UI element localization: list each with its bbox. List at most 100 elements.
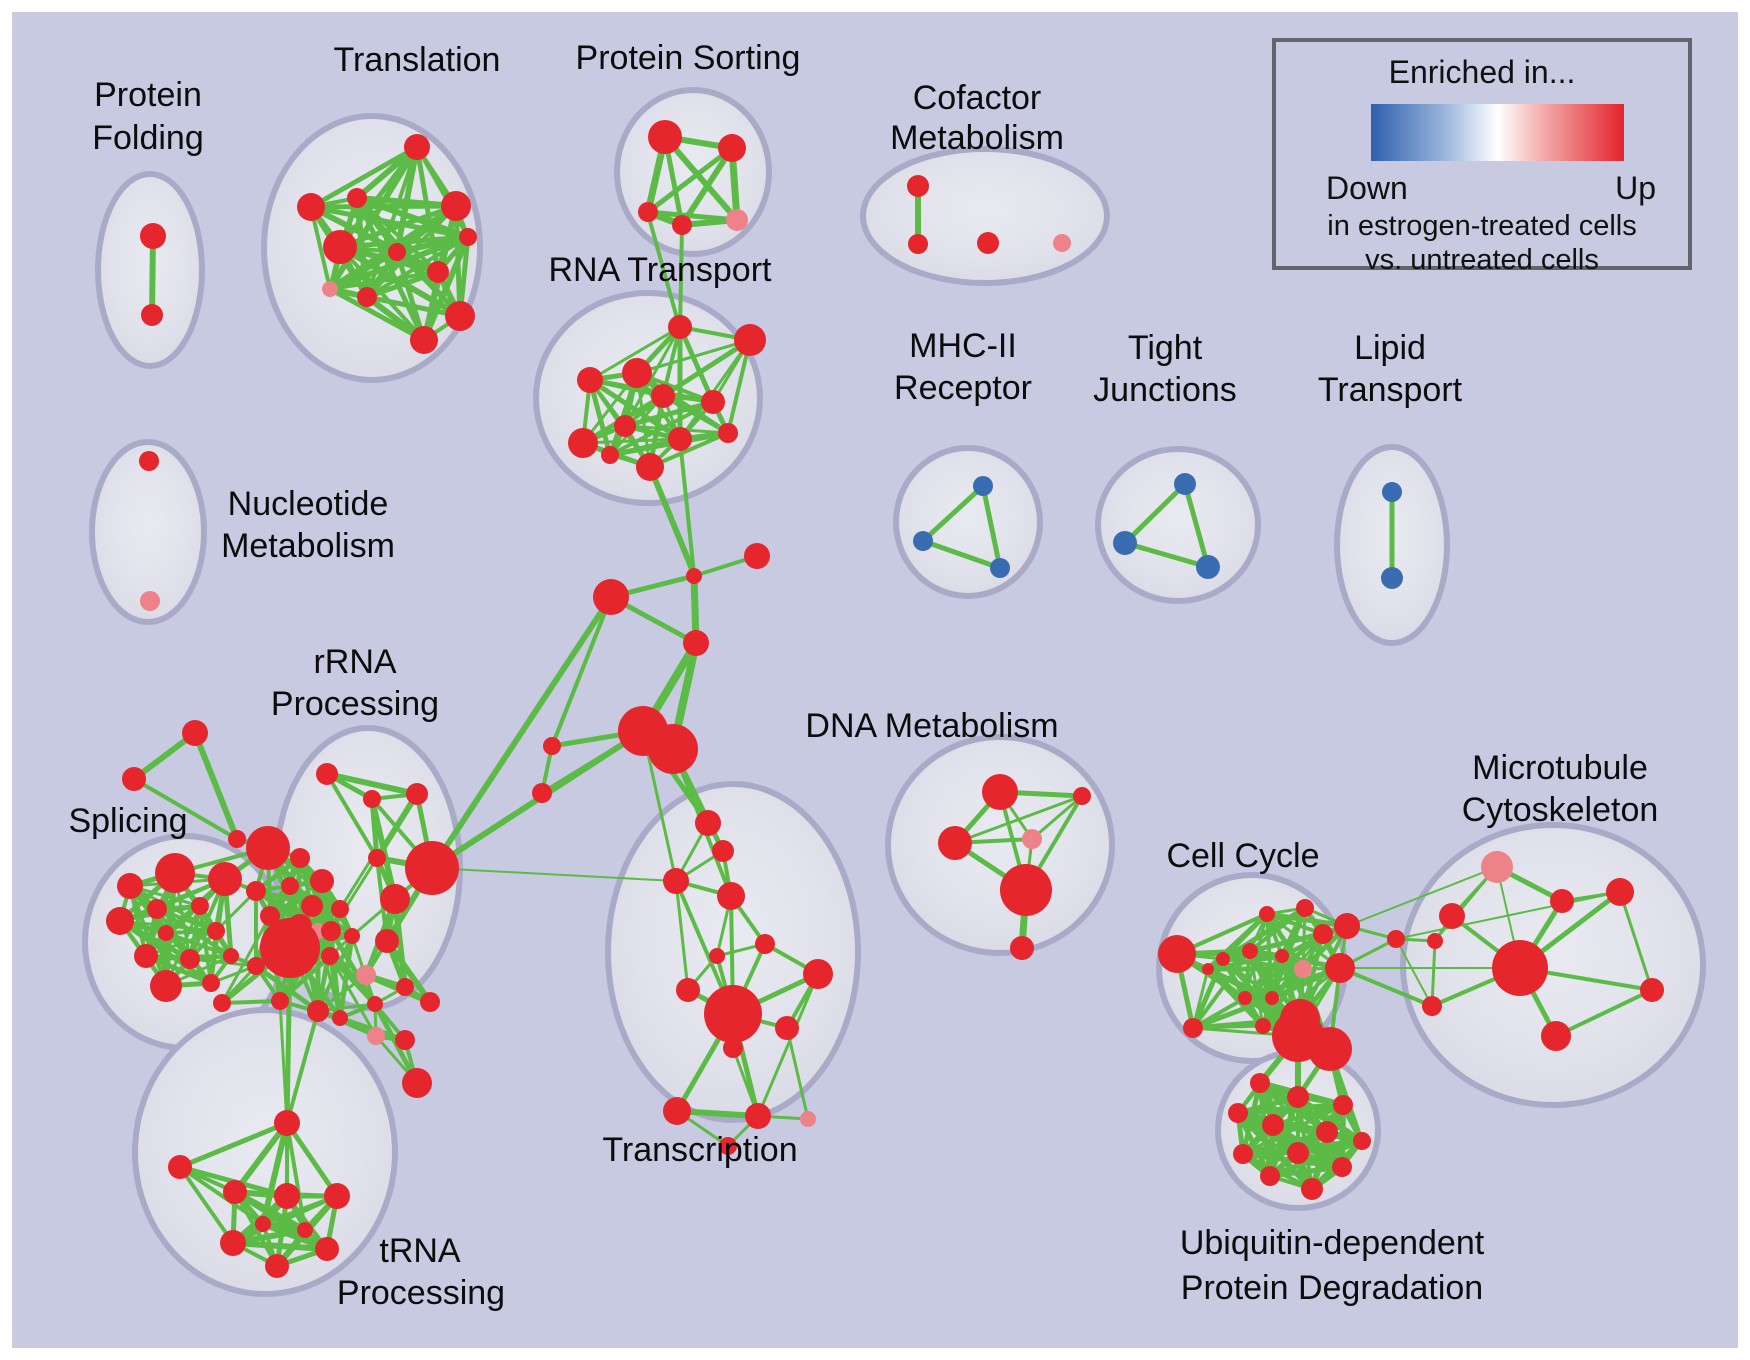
- network-edge: [364, 294, 463, 319]
- network-node-transcription-8: [704, 985, 762, 1043]
- network-edge: [785, 1026, 810, 1121]
- network-node-splicing-7: [207, 922, 225, 940]
- cluster-label-cell-cycle-line0: Cell Cycle: [1166, 837, 1319, 875]
- cluster-label-splicing-line0: Splicing: [68, 802, 187, 840]
- network-edge: [662, 134, 740, 223]
- network-node-microtubule-cytoskeleton-2: [1439, 903, 1465, 929]
- network-node-cell-cycle-7: [1294, 960, 1312, 978]
- network-node-trna-processing-0: [274, 1110, 300, 1136]
- inter-cluster-edge: [678, 225, 684, 331]
- network-node-rna-transport-10: [636, 453, 664, 481]
- network-node-translation-9: [357, 287, 377, 307]
- network-node-cell-cycle-4: [1334, 913, 1360, 939]
- network-node-trna-processing-1: [168, 1155, 192, 1179]
- network-node-ubiquitin-degradation-1: [1287, 1086, 1309, 1108]
- network-edge: [1430, 939, 1437, 1008]
- network-node-rrna-processing-0: [316, 763, 338, 785]
- network-node-rrna-processing-1: [363, 790, 381, 808]
- network-node-splicing-12: [202, 974, 220, 992]
- network-edge: [661, 394, 730, 435]
- network-node-translation-0: [404, 134, 430, 160]
- network-node-splicing-11: [150, 970, 182, 1002]
- network-node-translation-6: [459, 228, 477, 246]
- network-node-connector-chain-5: [648, 724, 698, 774]
- network-node-ubiquitin-degradation-9: [1332, 1157, 1352, 1177]
- network-edge: [337, 933, 355, 1021]
- cluster-label-tight-junctions-line1: Junctions: [1093, 371, 1237, 409]
- network-node-transcription-0: [695, 810, 721, 836]
- cluster-label-protein-folding-line1: Folding: [92, 119, 204, 157]
- network-node-trna-processing-4: [324, 1183, 350, 1209]
- network-node-ubiquitin-degradation-0: [1250, 1073, 1270, 1093]
- cluster-ellipse-nucleotide-metabolism: [89, 439, 207, 625]
- network-edge: [1122, 481, 1188, 546]
- network-edge: [178, 1165, 235, 1245]
- network-edge: [581, 437, 682, 445]
- network-node-transcription-3: [717, 882, 745, 910]
- network-edge: [1205, 966, 1266, 1029]
- network-edge: [674, 879, 690, 992]
- network-node-translation-1: [297, 193, 325, 221]
- network-edge: [1030, 794, 1084, 841]
- network-node-nucleotide-metabolism-0: [139, 451, 159, 471]
- cluster-label-nucleotide-metabolism-line1: Metabolism: [221, 527, 395, 565]
- network-node-central-hub-22: [402, 1068, 432, 1098]
- network-node-cell-cycle-5: [1242, 943, 1258, 959]
- legend-down-label: Down: [1326, 170, 1408, 206]
- network-node-mhc-ii-receptor-0: [973, 476, 993, 496]
- inter-cluster-edge: [278, 999, 289, 1125]
- network-edge: [953, 794, 1084, 845]
- network-node-central-hub-6: [331, 900, 349, 918]
- network-node-connector-chain-1: [744, 543, 770, 569]
- cluster-label-mhc-ii-receptor-line0: MHC-II: [909, 327, 1017, 365]
- network-node-dna-metabolism-3: [1022, 829, 1042, 849]
- cluster-ellipse-dna-metabolism: [885, 734, 1115, 956]
- network-node-rna-transport-7: [568, 428, 598, 458]
- legend-gradient-bar: [1371, 104, 1624, 161]
- cluster-label-lipid-transport-line1: Transport: [1318, 371, 1463, 409]
- network-node-translation-4: [323, 230, 357, 264]
- network-node-transcription-2: [663, 868, 689, 894]
- cluster-label-tight-junctions-line0: Tight: [1128, 329, 1203, 367]
- network-edge: [645, 145, 735, 215]
- cluster-ellipse-tight-junctions: [1095, 446, 1261, 604]
- network-node-ubiquitin-degradation-3: [1228, 1103, 1248, 1123]
- network-edge: [327, 234, 471, 292]
- network-edge: [635, 338, 752, 375]
- inter-cluster-edge: [1346, 866, 1498, 927]
- network-node-ubiquitin-degradation-7: [1233, 1144, 1253, 1164]
- network-node-rna-transport-8: [668, 427, 692, 451]
- network-edge: [415, 145, 470, 239]
- network-edge: [144, 929, 218, 958]
- network-node-splicing-10: [223, 948, 239, 964]
- network-node-central-hub-5: [301, 895, 323, 917]
- network-node-transcription-13: [800, 1111, 816, 1127]
- network-node-central-hub-14: [344, 928, 360, 944]
- network-node-protein-sorting-1: [718, 134, 746, 162]
- network-node-transcription-12: [745, 1103, 771, 1129]
- cluster-label-ubiquitin-degradation-line1: Protein Degradation: [1181, 1269, 1483, 1307]
- network-edge: [1190, 956, 1226, 1031]
- network-node-rna-transport-4: [651, 384, 675, 408]
- network-node-rna-transport-11: [601, 446, 619, 464]
- network-node-trna-processing-3: [274, 1183, 300, 1209]
- network-node-microtubule-cytoskeleton-5: [1640, 978, 1664, 1002]
- cluster-label-mhc-ii-receptor-line1: Receptor: [894, 369, 1032, 407]
- network-edge: [192, 730, 240, 842]
- inter-cluster-edge: [338, 856, 374, 911]
- network-node-central-hub-19: [367, 996, 383, 1012]
- cluster-label-rrna-processing-line1: Processing: [271, 685, 439, 723]
- network-node-translation-2: [347, 188, 367, 208]
- network-node-trna-processing-9: [297, 1222, 313, 1238]
- network-node-cofactor-metabolism-1: [908, 234, 928, 254]
- network-node-trna-processing-2: [223, 1180, 247, 1204]
- network-edge: [308, 204, 471, 240]
- network-node-central-hub-3: [281, 877, 299, 895]
- network-node-splicing-2: [117, 873, 143, 899]
- network-node-microtubule-cytoskeleton-4: [1606, 878, 1634, 906]
- network-node-splicing-0: [155, 853, 195, 893]
- network-node-cell-cycle-14: [1183, 1018, 1203, 1038]
- network-node-rrna-processing-5: [405, 841, 459, 895]
- cluster-label-dna-metabolism-line0: DNA Metabolism: [805, 707, 1058, 745]
